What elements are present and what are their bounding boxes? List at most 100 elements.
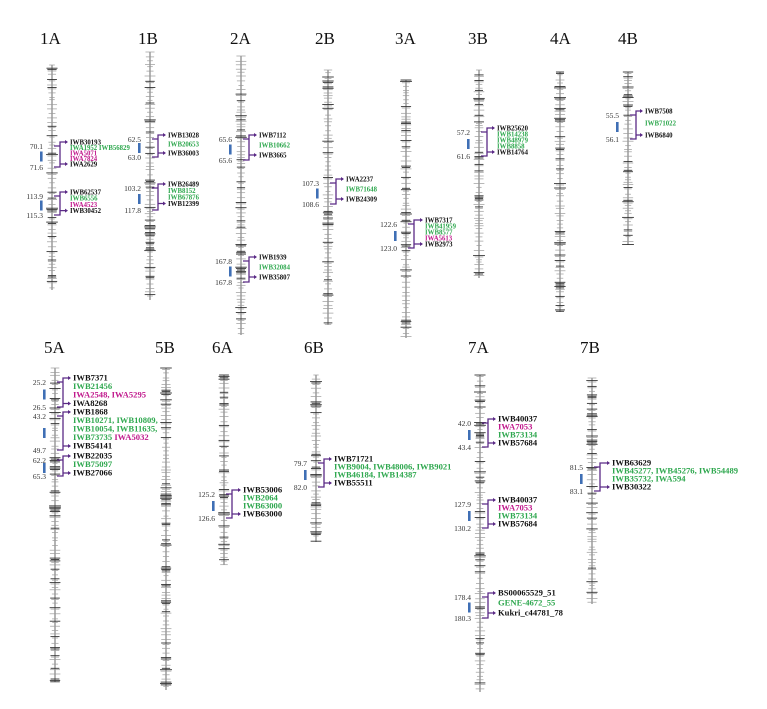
marker-name: IWB9004, IWB48006, IWB9021 — [334, 462, 451, 472]
bracket-arrow-icon — [607, 461, 610, 489]
bracket-arrow-icon — [493, 498, 496, 526]
qtl-bracket — [243, 134, 256, 161]
bracket-arrow-icon — [163, 133, 166, 155]
marker-ticks — [586, 377, 598, 603]
qtl-bracket — [54, 191, 67, 216]
marker-name: IWB57684 — [498, 519, 538, 529]
marker-name: IWB14764 — [497, 150, 529, 157]
marker-label: Kukri_c44781_78 — [498, 608, 564, 618]
qtl-bar — [468, 602, 471, 613]
marker-name: IWB40037 — [498, 495, 538, 505]
chromosome-label: 1A — [40, 29, 62, 48]
marker-label: IWB1939 — [259, 255, 287, 262]
position-top-label: 125.2 — [198, 490, 215, 499]
chromosome-label: 6A — [212, 338, 234, 357]
marker-label: IWB73134 — [498, 430, 538, 440]
qtl-bracket — [152, 134, 165, 158]
marker-label: IWA7053 — [498, 422, 532, 432]
marker-label: IWB71022 — [645, 121, 677, 128]
position-bottom-label: 63.0 — [128, 153, 141, 162]
marker-label: IWB71721 — [334, 454, 373, 464]
marker-name: IWB45277, IWB45276, IWB54489 — [612, 466, 738, 476]
marker-label: IWB71648 — [346, 187, 378, 194]
position-top-label: 43.2 — [33, 412, 46, 421]
marker-label: IWB32084 — [259, 265, 291, 272]
marker-name: IWB40037 — [498, 414, 538, 424]
marker-name: IWA4523 — [70, 202, 98, 209]
marker-ticks — [400, 79, 412, 337]
qtl-bar — [40, 151, 43, 162]
qtl-bar — [468, 430, 471, 440]
marker-label: IWA7053 — [498, 503, 532, 513]
marker-label: IWB53006 — [243, 485, 283, 495]
marker-name: IWB54141 — [73, 441, 112, 451]
marker-label: IWB6840 — [645, 133, 673, 140]
marker-ticks — [322, 69, 334, 325]
marker-name: IWB57684 — [498, 438, 538, 448]
position-top-label: 42.0 — [458, 419, 471, 428]
marker-name: IWB1939 — [259, 255, 287, 262]
qtl-bracket — [54, 141, 67, 168]
marker-name: IWB12399 — [168, 201, 200, 208]
qtl-region: 167.8 167.8 IWB1939 IWB32084 IWB35807 — [215, 255, 290, 288]
bracket-arrow-icon — [341, 177, 344, 201]
marker-label: IWB12399 — [168, 201, 200, 208]
qtl-bar — [468, 511, 471, 521]
chromosome-label: 4A — [550, 29, 572, 48]
position-bottom-label: 123.0 — [380, 244, 397, 253]
marker-name: IWB30322 — [612, 482, 651, 492]
bracket-arrow-icon — [640, 109, 643, 137]
marker-name: IWB73134 — [498, 511, 538, 521]
qtl-bracket — [481, 127, 494, 157]
marker-label: IWA1952 IWB56829 — [70, 145, 130, 152]
marker-name: IWB8152 — [168, 188, 196, 195]
marker-name: IWB53006 — [243, 485, 283, 495]
marker-name: IWB26489 — [168, 182, 200, 189]
marker-ticks — [160, 367, 172, 687]
marker-ticks — [46, 64, 58, 289]
position-bottom-label: 56.1 — [606, 135, 619, 144]
chromosome-label: 1B — [138, 29, 158, 48]
qtl-bar — [304, 470, 307, 480]
marker-label: IWB57684 — [498, 519, 538, 529]
marker-name: IWB71022 — [645, 121, 677, 128]
marker-name: IWB3665 — [259, 153, 287, 160]
bracket-arrow-icon — [492, 126, 495, 154]
bracket-arrow-icon — [163, 182, 166, 206]
marker-name: IWB8858 — [497, 144, 525, 151]
marker-name: IWB63000 — [243, 509, 282, 519]
marker-name: IWB41959 — [425, 224, 457, 231]
position-top-label: 81.5 — [570, 463, 583, 472]
qtl-bar — [580, 474, 583, 484]
qtl-bracket — [57, 377, 70, 408]
marker-label: IWB75097 — [73, 459, 113, 469]
qtl-bracket — [482, 592, 495, 619]
bracket-arrow-icon — [238, 488, 241, 516]
marker-name: IWB21456 — [73, 381, 113, 391]
marker-label: IWB7317 — [425, 218, 453, 225]
bracket-arrow-icon — [420, 218, 423, 246]
position-bottom-label: 117.8 — [124, 206, 141, 215]
marker-label: IWB7112 — [259, 133, 287, 140]
marker-label: IWB2064 — [243, 493, 279, 503]
marker-label: IWB7508 — [645, 109, 673, 116]
chromosome-4a: 4A — [550, 29, 572, 312]
marker-label: IWB41959 — [425, 224, 457, 231]
marker-name: IWB55511 — [334, 478, 373, 488]
bracket-arrow-icon — [65, 140, 68, 166]
bracket-arrow-icon — [329, 457, 332, 485]
marker-label: IWB7371 — [73, 373, 108, 383]
chromosome-label: 6B — [304, 338, 324, 357]
marker-label: IWB1868 — [73, 407, 109, 417]
qtl-region: 57.2 61.6 IWB25620IWB14238IWB48979IWB8858I… — [457, 126, 529, 162]
marker-label: IWB63000 — [243, 501, 282, 511]
marker-name: IWB35807 — [259, 275, 291, 282]
marker-name: IWB46184, IWB14387 — [334, 470, 417, 480]
chromosome-2a: 2A65.665.6IWB7112IWB10662IWB3665167.8167… — [215, 29, 291, 335]
